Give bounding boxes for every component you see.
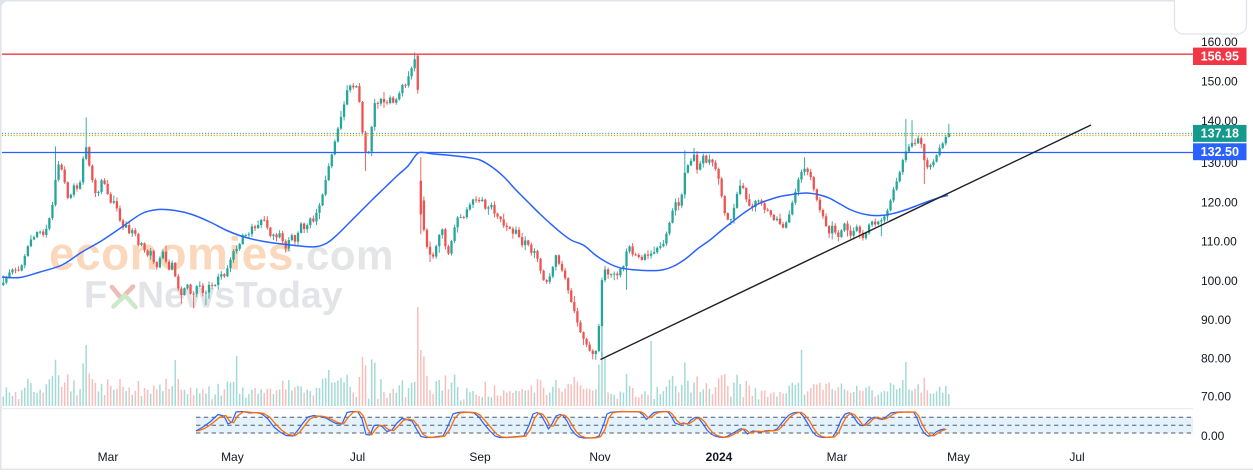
- svg-text:Jul: Jul: [350, 450, 365, 464]
- svg-text:May: May: [947, 450, 970, 464]
- svg-text:150.00: 150.00: [1201, 75, 1238, 89]
- svg-text:110.00: 110.00: [1201, 235, 1237, 249]
- svg-text:Mar: Mar: [827, 450, 848, 464]
- svg-text:90.00: 90.00: [1201, 313, 1231, 327]
- svg-text:NewsToday: NewsToday: [137, 274, 343, 316]
- svg-text:120.00: 120.00: [1201, 196, 1238, 210]
- svg-text:140.00: 140.00: [1201, 114, 1238, 128]
- svg-text:0.00: 0.00: [1201, 429, 1225, 443]
- svg-text:70.00: 70.00: [1201, 390, 1231, 404]
- svg-text:132.50: 132.50: [1201, 145, 1239, 159]
- svg-text:80.00: 80.00: [1201, 352, 1231, 366]
- svg-text:F: F: [84, 275, 107, 317]
- svg-text:160.00: 160.00: [1201, 35, 1238, 49]
- svg-text:156.95: 156.95: [1201, 50, 1239, 64]
- svg-text:2024: 2024: [706, 450, 733, 464]
- svg-text:Sep: Sep: [469, 450, 491, 464]
- svg-text:Nov: Nov: [589, 450, 610, 464]
- svg-text:May: May: [221, 450, 244, 464]
- svg-text:137.18: 137.18: [1201, 127, 1239, 141]
- svg-text:Jul: Jul: [1069, 450, 1084, 464]
- svg-text:100.00: 100.00: [1201, 274, 1238, 288]
- svg-text:Mar: Mar: [98, 450, 119, 464]
